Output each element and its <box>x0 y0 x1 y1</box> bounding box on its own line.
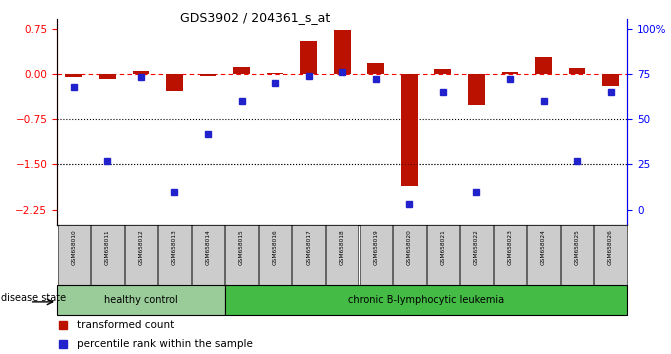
Text: transformed count: transformed count <box>77 320 174 330</box>
Text: chronic B-lymphocytic leukemia: chronic B-lymphocytic leukemia <box>348 295 504 305</box>
Text: GSM658019: GSM658019 <box>373 230 378 266</box>
Bar <box>334 30 351 74</box>
Bar <box>393 225 425 285</box>
Bar <box>225 285 627 315</box>
Bar <box>595 225 627 285</box>
Text: GSM658020: GSM658020 <box>407 230 412 266</box>
Text: GSM658015: GSM658015 <box>239 230 244 266</box>
Bar <box>99 74 116 79</box>
Text: GSM658022: GSM658022 <box>474 230 479 266</box>
Text: GSM658014: GSM658014 <box>205 230 211 266</box>
Bar <box>259 225 291 285</box>
Bar <box>225 225 258 285</box>
Bar <box>57 285 225 315</box>
Bar <box>494 225 526 285</box>
Text: percentile rank within the sample: percentile rank within the sample <box>77 339 253 349</box>
Text: GSM658010: GSM658010 <box>71 230 76 266</box>
Bar <box>158 225 191 285</box>
Bar <box>301 41 317 74</box>
Text: GSM658025: GSM658025 <box>574 230 580 266</box>
Bar <box>535 57 552 74</box>
Bar <box>368 63 384 74</box>
Bar <box>360 225 392 285</box>
Bar <box>192 225 224 285</box>
Bar <box>468 74 484 105</box>
Text: GSM658013: GSM658013 <box>172 230 177 266</box>
Bar <box>427 225 459 285</box>
Bar <box>326 225 358 285</box>
Text: GSM658018: GSM658018 <box>340 230 345 266</box>
Bar <box>460 225 493 285</box>
Bar <box>234 67 250 74</box>
Bar <box>561 225 593 285</box>
Bar <box>125 225 157 285</box>
Bar <box>166 74 183 91</box>
Bar <box>293 225 325 285</box>
Bar <box>66 74 83 77</box>
Bar <box>569 68 586 74</box>
Bar <box>133 71 150 74</box>
Bar <box>91 225 123 285</box>
Bar <box>502 72 519 74</box>
Bar <box>200 74 216 76</box>
Bar <box>267 73 283 74</box>
Text: GSM658023: GSM658023 <box>507 230 513 266</box>
Text: GSM658016: GSM658016 <box>272 230 278 265</box>
Text: GSM658012: GSM658012 <box>138 230 144 266</box>
Bar <box>401 74 417 185</box>
Text: GSM658021: GSM658021 <box>440 230 446 266</box>
Text: disease state: disease state <box>1 293 66 303</box>
Text: GSM658024: GSM658024 <box>541 230 546 266</box>
Bar <box>603 74 619 86</box>
Text: GSM658026: GSM658026 <box>608 230 613 266</box>
Text: healthy control: healthy control <box>104 295 178 305</box>
Bar <box>435 69 451 74</box>
Text: GSM658011: GSM658011 <box>105 230 110 265</box>
Text: GDS3902 / 204361_s_at: GDS3902 / 204361_s_at <box>180 11 330 24</box>
Text: GSM658017: GSM658017 <box>306 230 311 266</box>
Bar <box>58 225 90 285</box>
Bar <box>527 225 560 285</box>
